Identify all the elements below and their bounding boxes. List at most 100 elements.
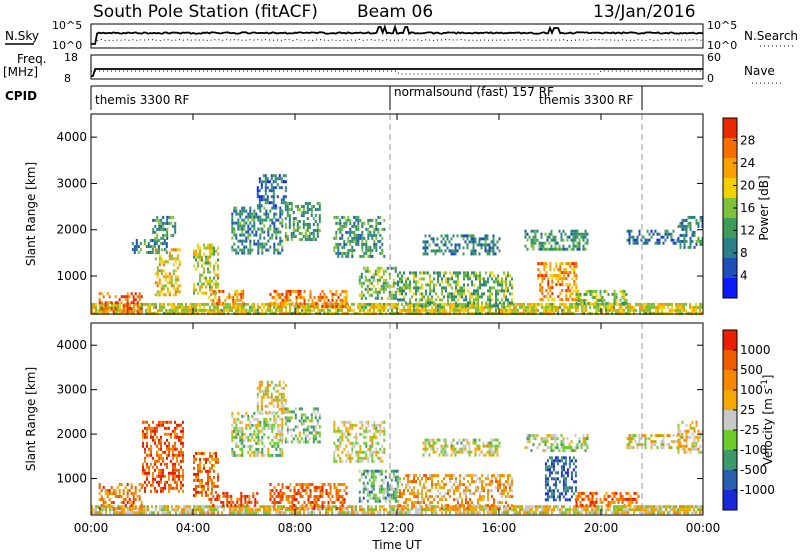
heatmap-cell bbox=[563, 277, 566, 281]
heatmap-cell bbox=[541, 298, 544, 302]
heatmap-cell bbox=[284, 398, 287, 402]
heatmap-cell bbox=[138, 507, 141, 510]
heatmap-cell bbox=[573, 265, 576, 269]
heatmap-cell bbox=[277, 495, 280, 498]
heatmap-cell bbox=[561, 271, 564, 275]
heatmap-cell bbox=[289, 505, 291, 509]
heatmap-cell bbox=[124, 298, 127, 302]
heatmap-cell bbox=[100, 307, 103, 311]
heatmap-cell bbox=[351, 302, 353, 306]
heatmap-cell bbox=[162, 489, 164, 493]
heatmap-cell bbox=[178, 450, 180, 454]
heatmap-cell bbox=[211, 466, 213, 470]
heatmap-cell bbox=[195, 288, 197, 292]
heatmap-cell bbox=[299, 483, 302, 486]
heatmap-cell bbox=[595, 311, 597, 315]
heatmap-cell bbox=[193, 454, 195, 458]
heatmap-cell bbox=[509, 301, 511, 305]
heatmap-cell bbox=[144, 489, 146, 493]
heatmap-cell bbox=[180, 423, 182, 427]
heatmap-cell bbox=[267, 511, 269, 515]
heatmap-cell bbox=[503, 508, 505, 512]
heatmap-cell bbox=[479, 305, 481, 309]
heatmap-cell bbox=[269, 483, 272, 486]
heatmap-cell bbox=[503, 289, 505, 293]
heatmap-cell bbox=[209, 466, 211, 470]
heatmap-cell bbox=[138, 307, 141, 311]
heatmap-cell bbox=[288, 220, 291, 223]
heatmap-cell bbox=[153, 245, 156, 248]
heatmap-cell bbox=[264, 201, 267, 205]
heatmap-cell bbox=[358, 281, 361, 285]
heatmap-cell bbox=[339, 308, 341, 312]
heatmap-cell bbox=[378, 278, 381, 282]
heatmap-cell bbox=[335, 215, 338, 219]
heatmap-cell bbox=[378, 287, 381, 291]
heatmap-cell bbox=[239, 224, 242, 228]
heatmap-cell bbox=[138, 292, 141, 296]
heatmap-cell bbox=[331, 304, 334, 308]
heatmap-cell bbox=[261, 251, 264, 255]
heatmap-cell bbox=[318, 220, 321, 223]
heatmap-cell bbox=[537, 508, 539, 512]
heatmap-cell bbox=[166, 218, 169, 222]
heatmap-cell bbox=[122, 307, 125, 311]
heatmap-cell bbox=[501, 280, 503, 284]
heatmap-cell bbox=[275, 495, 278, 498]
heatmap-cell bbox=[293, 498, 296, 501]
heatmap-cell bbox=[191, 308, 193, 312]
heatmap-cell bbox=[327, 298, 330, 302]
heatmap-cell bbox=[221, 511, 223, 515]
heatmap-cell bbox=[158, 227, 161, 231]
heatmap-cell bbox=[268, 383, 271, 387]
heatmap-cell bbox=[541, 292, 544, 296]
heatmap-cell bbox=[491, 292, 493, 296]
heatmap-cell bbox=[575, 289, 578, 293]
heatmap-cell bbox=[254, 500, 257, 504]
heatmap-cell bbox=[537, 277, 540, 281]
heatmap-cell bbox=[157, 511, 159, 515]
heatmap-cell bbox=[399, 311, 401, 315]
heatmap-cell bbox=[571, 508, 573, 512]
heatmap-cell bbox=[146, 462, 148, 466]
heatmap-cell bbox=[372, 272, 375, 276]
heatmap-cell bbox=[415, 308, 417, 312]
heatmap-cell bbox=[456, 243, 459, 247]
heatmap-cell bbox=[273, 289, 276, 293]
heatmap-cell bbox=[273, 507, 276, 510]
heatmap-cell bbox=[505, 280, 507, 284]
heatmap-cell bbox=[253, 511, 255, 515]
heatmap-cell bbox=[131, 248, 134, 251]
heatmap-cell bbox=[300, 413, 303, 417]
heatmap-cell bbox=[532, 244, 535, 248]
heatmap-cell bbox=[302, 440, 305, 444]
heatmap-cell bbox=[474, 249, 477, 253]
heatmap-cell bbox=[589, 305, 591, 309]
heatmap-cell bbox=[573, 302, 575, 306]
heatmap-cell bbox=[134, 492, 137, 495]
heatmap-cell bbox=[253, 311, 255, 315]
heatmap-cell bbox=[261, 218, 264, 222]
heatmap-cell bbox=[545, 274, 548, 278]
heatmap-cell bbox=[425, 508, 427, 512]
heatmap-cell bbox=[645, 308, 647, 312]
heatmap-cell bbox=[315, 495, 318, 498]
heatmap-cell bbox=[585, 302, 587, 306]
heatmap-cell bbox=[536, 238, 539, 242]
heatmap-cell bbox=[589, 292, 592, 296]
heatmap-cell bbox=[241, 508, 243, 512]
heatmap-cell bbox=[679, 245, 682, 249]
heatmap-cell bbox=[296, 437, 299, 441]
heatmap-cell bbox=[148, 471, 150, 475]
heatmap-cell bbox=[261, 308, 263, 312]
heatmap-cell bbox=[381, 308, 383, 312]
power-x-ticks bbox=[90, 114, 704, 314]
heatmap-cell bbox=[509, 283, 511, 287]
heatmap-cell bbox=[95, 505, 97, 509]
heatmap-cell bbox=[142, 432, 144, 436]
heatmap-cell bbox=[155, 505, 157, 509]
heatmap-cell bbox=[399, 298, 401, 302]
heatmap-cell bbox=[263, 432, 266, 436]
heatmap-cell bbox=[240, 298, 243, 302]
heatmap-cell bbox=[274, 180, 277, 184]
